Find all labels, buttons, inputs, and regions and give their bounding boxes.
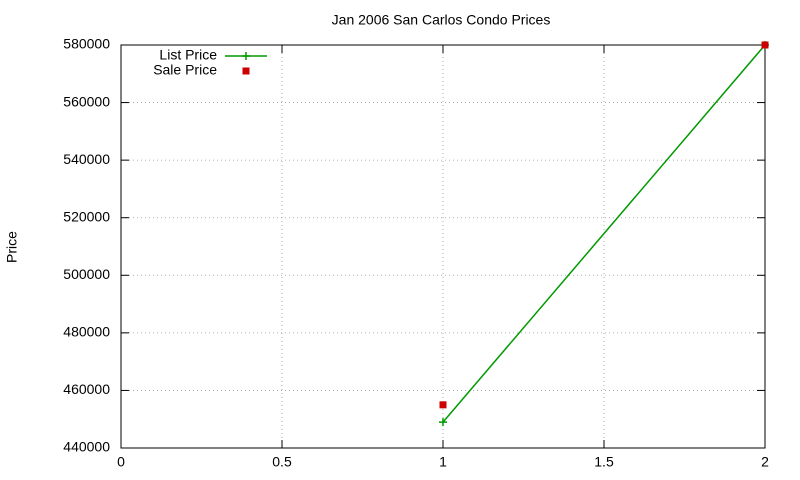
y-tick-label: 540000 xyxy=(63,151,110,167)
series-line xyxy=(442,44,766,423)
legend-label: List Price xyxy=(159,47,217,63)
legend-marker xyxy=(242,67,250,75)
y-tick-label: 500000 xyxy=(63,266,110,282)
point-marker xyxy=(439,418,447,427)
x-tick-label: 0 xyxy=(117,454,125,470)
x-tick-label: 2 xyxy=(761,454,769,470)
y-tick-label: 520000 xyxy=(63,208,110,224)
legend-marker xyxy=(242,52,250,60)
y-axis-label: Price xyxy=(4,231,20,263)
point-marker xyxy=(761,41,769,49)
y-tick-label: 440000 xyxy=(63,439,110,455)
y-tick-label: 480000 xyxy=(63,324,110,340)
chart-title: Jan 2006 San Carlos Condo Prices xyxy=(332,12,551,28)
x-tick-label: 1 xyxy=(439,454,447,470)
x-tick-label: 0.5 xyxy=(272,454,292,470)
y-tick-label: 560000 xyxy=(63,93,110,109)
plot-border xyxy=(120,44,766,449)
y-tick-label: 460000 xyxy=(63,381,110,397)
y-tick-label: 580000 xyxy=(63,36,110,52)
point-marker xyxy=(439,401,447,409)
x-tick-label: 1.5 xyxy=(594,454,614,470)
legend-label: Sale Price xyxy=(153,62,217,78)
